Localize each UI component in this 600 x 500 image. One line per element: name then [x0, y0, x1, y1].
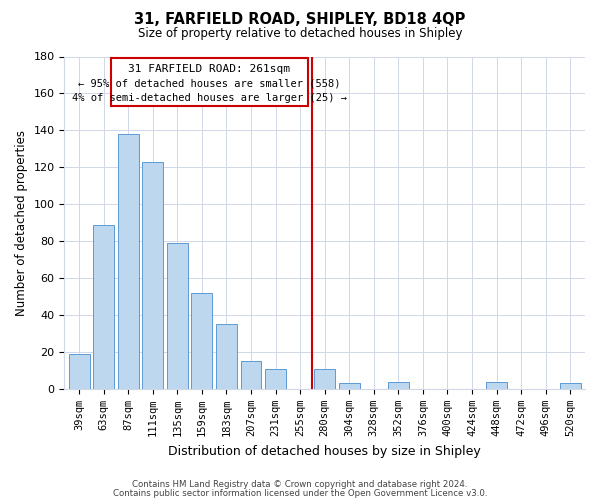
Bar: [191, 293, 212, 389]
Text: 4% of semi-detached houses are larger (25) →: 4% of semi-detached houses are larger (2…: [72, 94, 347, 104]
Text: ← 95% of detached houses are smaller (558): ← 95% of detached houses are smaller (55…: [78, 78, 341, 88]
Bar: [339, 384, 359, 389]
Bar: [388, 382, 409, 389]
Text: Contains HM Land Registry data © Crown copyright and database right 2024.: Contains HM Land Registry data © Crown c…: [132, 480, 468, 489]
Bar: [118, 134, 139, 389]
FancyBboxPatch shape: [111, 58, 308, 106]
Bar: [314, 368, 335, 389]
Bar: [93, 224, 114, 389]
X-axis label: Distribution of detached houses by size in Shipley: Distribution of detached houses by size …: [169, 444, 481, 458]
Text: Size of property relative to detached houses in Shipley: Size of property relative to detached ho…: [138, 28, 462, 40]
Bar: [216, 324, 237, 389]
Bar: [265, 368, 286, 389]
Text: 31 FARFIELD ROAD: 261sqm: 31 FARFIELD ROAD: 261sqm: [128, 64, 290, 74]
Text: 31, FARFIELD ROAD, SHIPLEY, BD18 4QP: 31, FARFIELD ROAD, SHIPLEY, BD18 4QP: [134, 12, 466, 28]
Bar: [241, 361, 262, 389]
Bar: [560, 384, 581, 389]
Text: Contains public sector information licensed under the Open Government Licence v3: Contains public sector information licen…: [113, 488, 487, 498]
Bar: [167, 243, 188, 389]
Bar: [486, 382, 507, 389]
Bar: [142, 162, 163, 389]
Bar: [69, 354, 89, 389]
Y-axis label: Number of detached properties: Number of detached properties: [15, 130, 28, 316]
